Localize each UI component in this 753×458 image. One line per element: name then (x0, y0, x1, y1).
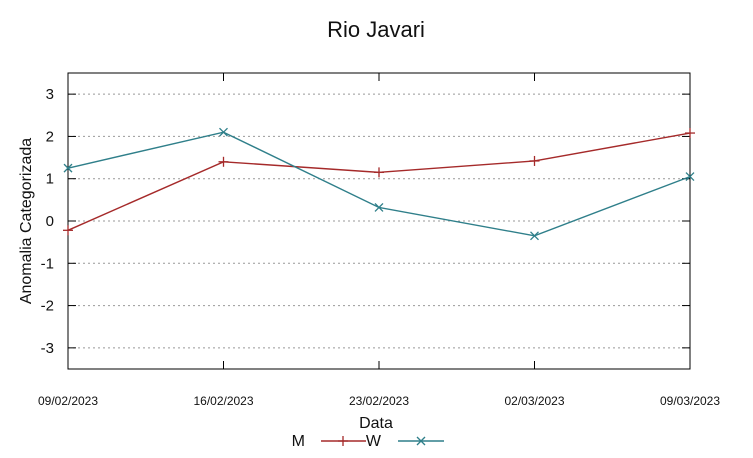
x-tick-label: 23/02/2023 (349, 394, 409, 408)
series-line-w (67, 131, 691, 237)
legend-marker-m (338, 436, 348, 446)
chart-title: Rio Javari (327, 17, 425, 42)
y-tick-label: 2 (46, 128, 54, 145)
series-w (63, 127, 695, 241)
y-tick-label: 1 (46, 171, 54, 188)
y-tick-label: -1 (41, 255, 54, 272)
x-tick-label: 09/02/2023 (38, 394, 98, 408)
data-point-d2 (685, 172, 695, 182)
y-tick-label: -2 (41, 298, 54, 315)
data-point (218, 156, 229, 167)
legend-label-m: M (292, 433, 305, 450)
y-tick-label: -3 (41, 340, 54, 357)
data-point (685, 172, 695, 182)
data-point (529, 155, 540, 166)
x-axis-title: Data (359, 415, 393, 432)
data-point (374, 167, 384, 178)
x-tick-label: 09/03/2023 (660, 394, 720, 408)
legend-marker-w-d2 (416, 436, 426, 446)
y-tick-label: 3 (46, 86, 54, 103)
x-tick-label: 02/03/2023 (504, 394, 564, 408)
y-tick-label: 0 (46, 213, 54, 230)
data-point-d2 (219, 127, 228, 137)
data-point-d2 (63, 163, 73, 173)
x-tick-label: 16/02/2023 (193, 394, 253, 408)
data-point (63, 225, 73, 236)
series-m (63, 128, 695, 236)
data-point (530, 231, 539, 241)
data-point-d2 (374, 203, 384, 212)
series-line-m (67, 132, 691, 231)
data-point-d2 (530, 231, 539, 241)
gridlines (68, 93, 690, 349)
data-point (685, 128, 695, 139)
series-layer (63, 127, 695, 241)
data-point (63, 163, 73, 173)
data-point (219, 127, 228, 137)
y-axis-title: Anomalia Categorizada (18, 138, 35, 304)
data-point (374, 203, 384, 212)
legend-marker-w (416, 436, 426, 446)
legend-label-w: W (366, 433, 382, 450)
axis-ticks: -3 -2 -1 0 1 2 3 09/02/2023 16/02/2023 23/02/2023… (38, 73, 720, 408)
